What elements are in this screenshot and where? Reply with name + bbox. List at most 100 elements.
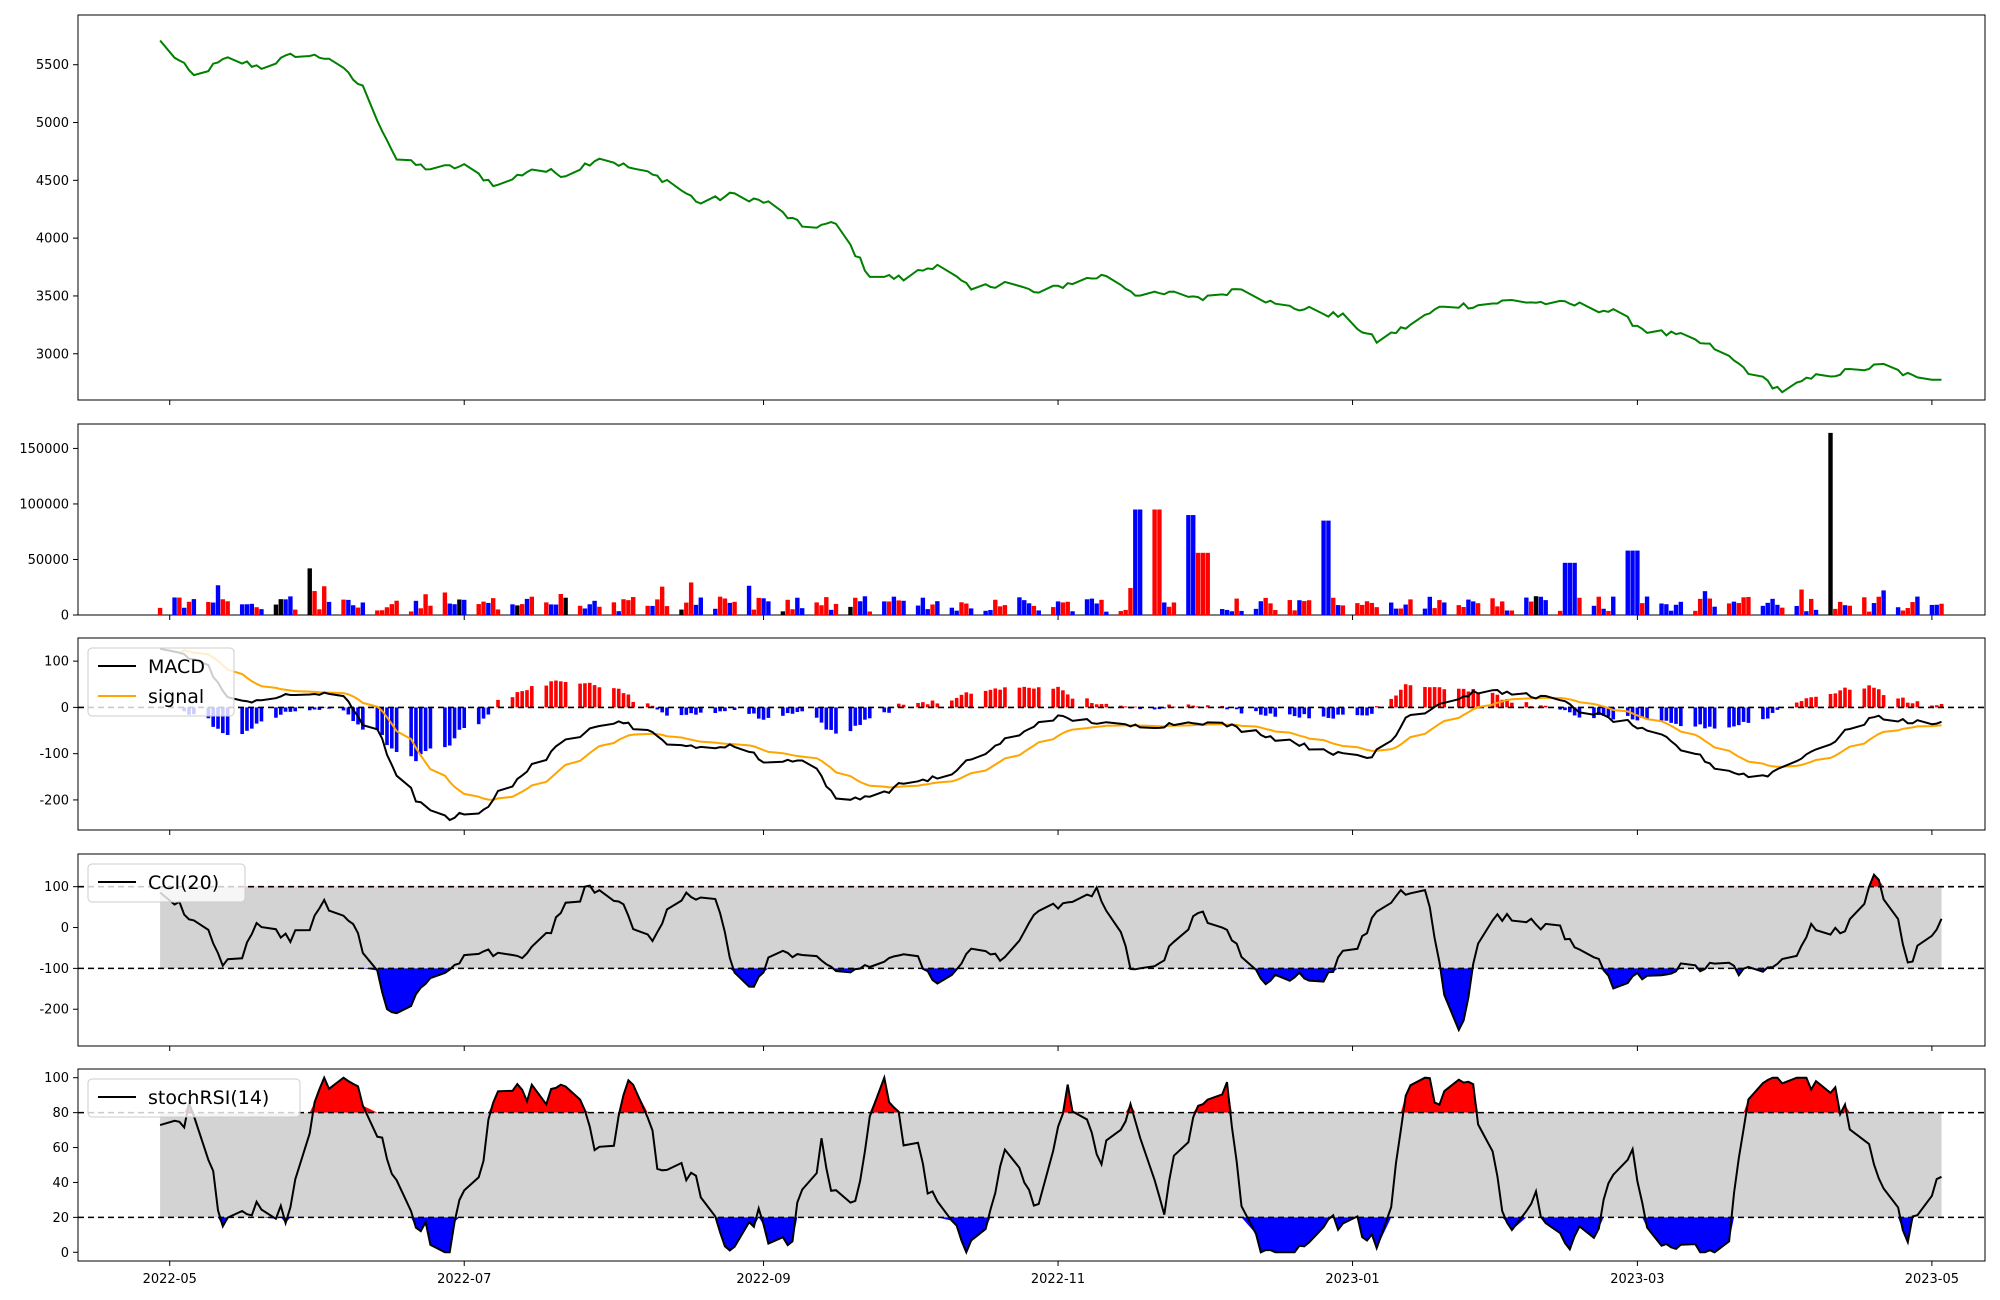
macd-histogram-bar xyxy=(1838,690,1842,708)
x-tick-label: 2022-11 xyxy=(1031,1272,1085,1287)
volume-bar xyxy=(1220,609,1225,615)
macd-histogram-bar xyxy=(785,707,790,714)
macd-histogram-bar xyxy=(1736,707,1741,726)
macd-histogram-bar xyxy=(800,707,804,712)
volume-bar xyxy=(901,600,906,615)
volume-bar xyxy=(1659,603,1664,615)
volume-bar xyxy=(563,597,568,615)
macd-histogram-bar xyxy=(1645,707,1649,719)
macd-histogram-bar xyxy=(1268,707,1273,714)
volume-bar xyxy=(1504,610,1510,615)
volume-bar xyxy=(1697,598,1703,615)
macd-histogram-bar xyxy=(486,707,491,715)
volume-bar xyxy=(1611,596,1616,615)
volume-bar xyxy=(1557,610,1563,615)
volume-bar xyxy=(1099,599,1104,615)
volume-bar xyxy=(476,604,481,615)
macd-histogram-bar xyxy=(829,707,833,730)
volume-bar xyxy=(413,600,419,615)
macd-histogram-bar xyxy=(1094,704,1099,708)
macd-histogram-bar xyxy=(616,688,621,708)
macd-histogram-bar xyxy=(1905,702,1910,708)
macd-histogram-bar xyxy=(790,707,795,714)
x-tick-label: 2023-03 xyxy=(1610,1272,1664,1287)
macd-histogram-bar xyxy=(274,707,278,718)
volume-bar xyxy=(587,604,592,615)
macd-histogram-bar xyxy=(443,707,447,748)
stochrsi-overbought-fill xyxy=(160,1077,1942,1113)
cci-panel xyxy=(77,853,1986,1047)
macd-histogram-bar xyxy=(1693,707,1698,727)
volume-bar xyxy=(1340,605,1346,615)
macd-histogram-bar xyxy=(723,707,727,712)
volume-bar xyxy=(1601,608,1606,615)
macd-histogram-bar xyxy=(1901,697,1905,708)
macd-histogram-bar xyxy=(1090,703,1094,708)
volume-bar xyxy=(1393,608,1399,615)
volume-bar xyxy=(780,611,786,615)
volume-bar xyxy=(983,610,988,615)
volume-bar xyxy=(582,608,588,615)
volume-bar xyxy=(312,591,317,615)
macd-histogram-bar xyxy=(1867,685,1871,708)
price-ytick-label: 4500 xyxy=(36,174,69,189)
macd-histogram-bar xyxy=(1669,707,1673,723)
macd-histogram-bar xyxy=(1809,697,1813,708)
macd-histogram-bar xyxy=(418,707,423,755)
macd-histogram-bar xyxy=(834,707,838,734)
volume-bar xyxy=(1871,603,1877,615)
macd-histogram-bar xyxy=(385,707,389,746)
macd-histogram-bar xyxy=(1543,705,1548,708)
volume-bar xyxy=(1461,607,1466,615)
volume-bar xyxy=(1664,604,1669,615)
macd-histogram-bar xyxy=(1360,707,1365,716)
macd-histogram-bar xyxy=(1606,707,1611,717)
cci-ytick-label: -100 xyxy=(39,962,69,977)
volume-bar xyxy=(814,602,819,615)
macd-histogram-bar xyxy=(1374,706,1379,708)
volume-bar xyxy=(548,604,554,615)
macd-histogram-bar xyxy=(288,707,293,712)
volume-bar xyxy=(1002,605,1008,615)
macd-histogram-bar xyxy=(1138,707,1142,710)
volume-bar xyxy=(355,607,361,615)
macd-histogram-bar xyxy=(621,693,626,708)
volume-ytick-label: 0 xyxy=(61,609,69,624)
macd-histogram-bar xyxy=(1287,707,1292,715)
macd-legend-label: MACD xyxy=(148,656,205,678)
volume-bar xyxy=(1234,598,1239,615)
macd-ytick-label: -100 xyxy=(39,747,69,762)
macd-histogram-bar xyxy=(254,707,259,724)
macd-histogram-bar xyxy=(278,707,283,715)
macd-histogram-bar xyxy=(1225,707,1229,710)
macd-histogram-bar xyxy=(1896,698,1900,708)
volume-bar xyxy=(428,605,433,615)
macd-histogram-bar xyxy=(819,707,824,723)
macd-histogram-bar xyxy=(1292,707,1297,717)
volume-bar xyxy=(1094,603,1099,615)
macd-histogram-bar xyxy=(1456,688,1461,708)
macd-histogram-bar xyxy=(1403,684,1408,708)
macd-histogram-bar xyxy=(1085,698,1089,708)
price-line xyxy=(159,39,1942,394)
macd-histogram-bar xyxy=(1794,702,1799,708)
macd-histogram-bar xyxy=(612,688,616,708)
volume-bar xyxy=(1162,602,1167,615)
macd-histogram-bar xyxy=(631,701,636,708)
volume-bar xyxy=(283,599,288,615)
volume-bar xyxy=(949,607,955,615)
price-ytick-label: 5500 xyxy=(36,58,69,73)
volume-bar xyxy=(1253,608,1259,615)
macd-histogram-bar xyxy=(959,694,964,708)
macd-histogram-bar xyxy=(1601,707,1606,716)
volume-bar xyxy=(1456,605,1461,615)
macd-histogram-bar xyxy=(1876,689,1881,708)
volume-bar xyxy=(896,600,901,615)
stochrsi-ytick-label: 100 xyxy=(44,1071,69,1086)
macd-histogram-bar xyxy=(689,707,693,714)
volume-bar xyxy=(220,599,226,615)
macd-histogram-bar xyxy=(698,707,703,713)
volume-bar xyxy=(1635,550,1640,615)
macd-histogram-bar xyxy=(1674,707,1678,724)
macd-histogram-bar xyxy=(1814,696,1818,708)
